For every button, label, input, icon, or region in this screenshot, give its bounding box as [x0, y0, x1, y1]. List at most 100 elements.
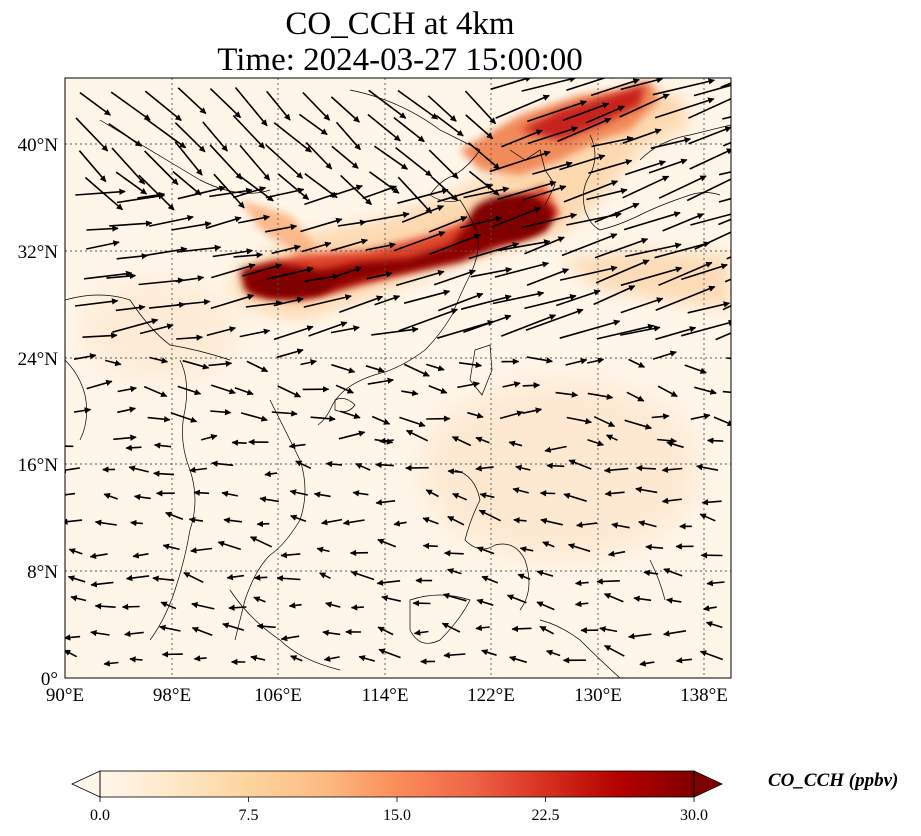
- wind-arrow: [94, 603, 116, 610]
- wind-arrow: [82, 332, 118, 339]
- wind-arrow: [718, 171, 731, 176]
- wind-arrow: [177, 87, 207, 115]
- wind-arrow: [366, 271, 393, 280]
- wind-arrow: [211, 263, 256, 279]
- wind-arrow: [350, 604, 364, 611]
- wind-arrow: [395, 270, 445, 287]
- wind-arrow: [594, 237, 649, 259]
- wind-arrow: [295, 460, 312, 470]
- wind-arrow: [475, 624, 490, 632]
- wind-arrow: [536, 601, 555, 611]
- wind-arrow: [232, 114, 265, 149]
- wind-arrow: [447, 468, 463, 475]
- wind-arrow: [638, 520, 657, 528]
- coastline-borders: [65, 89, 731, 678]
- wind-arrow: [239, 328, 271, 338]
- wind-arrow: [144, 150, 179, 186]
- wind-arrow: [720, 82, 731, 88]
- wind-arrow: [217, 540, 242, 551]
- wind-arrow: [177, 185, 226, 200]
- colorbar-tick-label: 30.0: [680, 807, 708, 824]
- lat-tick-label: 40°N: [18, 135, 59, 156]
- wind-arrow: [517, 573, 531, 580]
- wind-arrow: [555, 391, 579, 398]
- wind-arrow: [125, 574, 150, 582]
- wind-arrow: [626, 391, 645, 402]
- wind-arrow: [688, 97, 731, 119]
- colorbar: 0.0 7.5 15.0 22.5 30.0: [71, 770, 723, 824]
- wind-arrow: [467, 411, 484, 419]
- wind-arrow: [546, 462, 565, 469]
- wind-arrow: [246, 360, 269, 373]
- wind-arrow: [393, 116, 425, 143]
- wind-arrow: [342, 519, 365, 526]
- lon-tick-label: 138°E: [680, 685, 728, 706]
- wind-arrow: [116, 193, 165, 204]
- wind-arrow: [322, 629, 341, 637]
- wind-arrow: [89, 552, 108, 560]
- wind-arrow: [475, 436, 490, 444]
- wind-arrow: [519, 546, 534, 553]
- wind-arrow: [305, 141, 333, 170]
- wind-arrow: [662, 213, 704, 232]
- wind-arrow: [566, 416, 592, 425]
- wind-arrow: [365, 365, 385, 373]
- lon-tick-label: 106°E: [254, 685, 302, 706]
- wind-arrow: [438, 292, 484, 312]
- wind-arrow: [681, 263, 728, 281]
- wind-arrow: [713, 416, 731, 427]
- wind-arrow: [193, 655, 207, 662]
- wind-arrow: [557, 117, 612, 143]
- wind-arrow: [620, 325, 661, 336]
- wind-arrow: [182, 359, 210, 370]
- wind-arrow: [527, 100, 587, 123]
- wind-arrow: [202, 121, 229, 152]
- wind-arrow: [559, 319, 621, 339]
- wind-arrow: [266, 266, 314, 280]
- wind-arrow: [501, 129, 543, 148]
- wind-arrow: [231, 439, 247, 446]
- wind-arrow: [358, 655, 376, 662]
- wind-arrow: [465, 114, 494, 140]
- wind-arrow: [264, 223, 298, 233]
- wind-arrow: [143, 385, 168, 398]
- wind-arrow: [706, 437, 724, 444]
- wind-arrow: [603, 593, 624, 603]
- wind-arrow: [86, 240, 120, 250]
- wind-arrow: [666, 597, 682, 604]
- wind-arrow: [563, 492, 587, 502]
- wind-arrow: [643, 569, 659, 577]
- wind-arrow: [176, 298, 211, 306]
- wind-arrow: [245, 300, 283, 308]
- wind-arrow: [211, 460, 234, 467]
- wind-arrow: [115, 171, 148, 195]
- wind-arrow: [339, 410, 361, 419]
- wind-arrow: [111, 147, 146, 185]
- colorbar-tick-label: 15.0: [383, 807, 411, 824]
- wind-arrow: [68, 548, 83, 555]
- wind-arrow: [699, 650, 724, 661]
- wind-arrow: [265, 144, 304, 179]
- wind-arrow: [65, 466, 80, 474]
- wind-arrow: [221, 490, 238, 498]
- wind-arrow: [147, 416, 171, 423]
- wind-arrow: [718, 197, 731, 203]
- wind-arrow: [694, 386, 717, 395]
- wind-arrow: [277, 173, 310, 201]
- wind-arrow: [526, 356, 553, 364]
- wind-arrow: [690, 413, 711, 420]
- wind-arrow: [232, 186, 267, 199]
- wind-arrow: [86, 379, 113, 390]
- wind-arrow: [377, 538, 397, 548]
- wind-arrow: [397, 176, 432, 214]
- wind-arrow: [628, 633, 652, 640]
- wind-arrow: [75, 188, 126, 196]
- wind-arrow: [352, 490, 369, 497]
- wind-arrow: [694, 231, 731, 250]
- wind-arrow: [160, 601, 177, 610]
- wind-arrow: [276, 348, 304, 359]
- wind-arrow: [104, 359, 122, 367]
- wind-arrow: [635, 486, 658, 494]
- wind-arrow: [132, 552, 149, 559]
- wind-arrow: [658, 175, 707, 199]
